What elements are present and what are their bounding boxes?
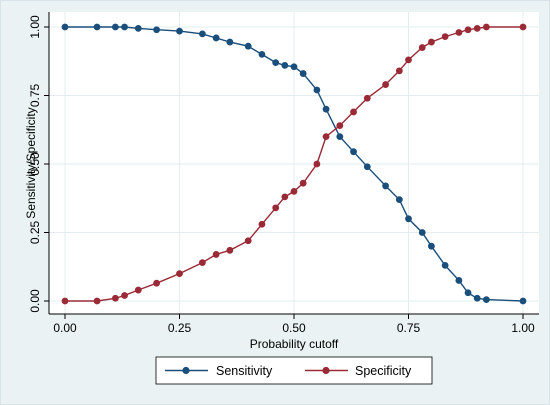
x-tick-label: 0.00 xyxy=(53,321,77,335)
data-point-specificity xyxy=(418,44,426,51)
data-point-sensitivity xyxy=(519,297,527,305)
data-point-sensitivity xyxy=(322,105,330,113)
data-point-specificity xyxy=(322,133,330,141)
data-point-specificity xyxy=(258,220,266,228)
legend-label-specificity: Specificity xyxy=(355,364,412,378)
data-point-specificity xyxy=(519,23,527,31)
data-point-specificity xyxy=(212,251,220,258)
data-point-specificity xyxy=(121,292,128,299)
x-tick-label: 0.25 xyxy=(168,321,192,335)
data-point-sensitivity xyxy=(258,51,266,58)
data-point-sensitivity xyxy=(395,196,403,204)
data-point-sensitivity xyxy=(405,215,412,223)
data-point-specificity xyxy=(244,237,252,245)
data-point-sensitivity xyxy=(336,133,344,141)
data-point-sensitivity xyxy=(418,229,426,236)
data-point-specificity xyxy=(464,26,472,34)
legend-label-sensitivity: Sensitivity xyxy=(216,364,273,378)
x-tick-label: 0.50 xyxy=(282,321,306,335)
data-point-specificity xyxy=(111,294,119,302)
data-point-sensitivity xyxy=(441,261,449,269)
data-point-sensitivity xyxy=(111,23,119,31)
data-point-specificity xyxy=(473,24,481,32)
data-point-specificity xyxy=(61,297,69,305)
data-point-sensitivity xyxy=(93,23,101,31)
data-point-specificity xyxy=(336,122,344,130)
data-point-sensitivity xyxy=(464,289,472,297)
data-point-sensitivity xyxy=(153,26,161,34)
data-point-specificity xyxy=(350,108,357,116)
data-point-specificity xyxy=(363,94,371,102)
data-point-sensitivity xyxy=(350,148,357,156)
data-point-specificity xyxy=(428,38,435,46)
y-tick-label: 1.00 xyxy=(28,15,42,39)
axes: 0.00 0.00 0.25 0.25 0.50 0.50 0.75 0.75 1.00 1.00 xyxy=(28,12,539,335)
y-tick-label: 0.75 xyxy=(28,83,42,107)
data-point-specificity xyxy=(226,246,234,254)
y-tick-label: 0.50 xyxy=(28,152,42,176)
data-point-specificity xyxy=(134,286,142,294)
data-point-specificity xyxy=(153,279,161,287)
data-point-sensitivity xyxy=(382,182,389,190)
data-point-sensitivity xyxy=(199,30,206,38)
data-point-specificity xyxy=(395,67,403,75)
data-point-sensitivity xyxy=(455,277,463,284)
data-point-sensitivity xyxy=(244,42,252,50)
data-point-specificity xyxy=(313,160,321,168)
data-point-sensitivity xyxy=(212,34,220,42)
data-point-sensitivity xyxy=(272,59,280,67)
legend-marker-sensitivity xyxy=(182,366,190,375)
data-point-specificity xyxy=(199,259,206,267)
data-point-specificity xyxy=(93,297,101,305)
y-axis-title: Sensitivity/Specificity xyxy=(24,107,38,218)
data-point-specificity xyxy=(290,188,298,195)
data-point-sensitivity xyxy=(482,296,490,304)
data-point-sensitivity xyxy=(363,163,371,171)
data-point-sensitivity xyxy=(121,23,128,31)
data-point-specificity xyxy=(455,29,463,36)
x-tick-label: 1.00 xyxy=(511,321,535,335)
data-point-specificity xyxy=(405,56,412,64)
data-point-sensitivity xyxy=(299,70,307,77)
data-point-specificity xyxy=(482,23,490,31)
data-point-specificity xyxy=(382,81,389,88)
series-line-sensitivity xyxy=(65,26,524,302)
y-tick-label: 0.25 xyxy=(28,220,42,244)
data-point-sensitivity xyxy=(473,294,481,302)
y-tick-label: 0.00 xyxy=(28,289,42,313)
data-point-sensitivity xyxy=(176,27,183,35)
data-point-specificity xyxy=(176,270,183,277)
data-point-sensitivity xyxy=(281,61,289,69)
x-tick-label: 0.75 xyxy=(397,321,421,335)
data-point-sensitivity xyxy=(226,38,234,46)
data-point-specificity xyxy=(441,33,449,40)
data-point-sensitivity xyxy=(290,63,298,71)
data-point-specificity xyxy=(272,204,280,212)
x-axis-title: Probability cutoff xyxy=(250,337,339,351)
data-point-sensitivity xyxy=(313,86,321,94)
legend-marker-specificity xyxy=(322,366,330,375)
data-point-sensitivity xyxy=(134,24,142,32)
data-point-specificity xyxy=(299,179,307,187)
data-point-specificity xyxy=(281,193,289,201)
data-point-sensitivity xyxy=(61,23,69,31)
legend: Sensitivity Specificity xyxy=(155,356,433,385)
series-group xyxy=(61,23,527,305)
data-point-sensitivity xyxy=(428,242,435,250)
